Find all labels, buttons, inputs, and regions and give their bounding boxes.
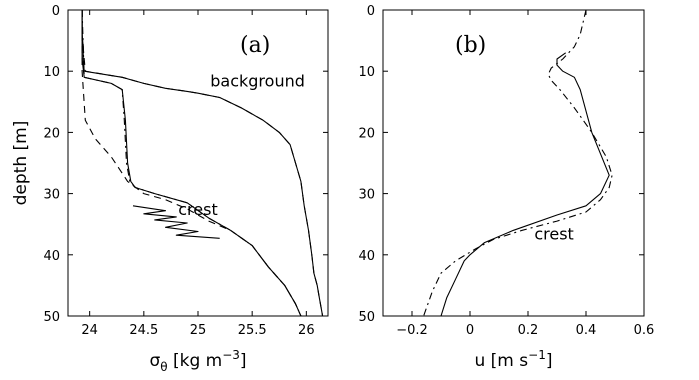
y-tick-label: 10	[358, 65, 375, 80]
annotation-label: background	[210, 72, 305, 91]
series-group	[423, 10, 613, 316]
panel-a: 24 24.5 25 25.5 26 0 10 20 30 40 50 (a) background cr…	[11, 4, 329, 374]
x-tick-label: 0.4	[576, 323, 597, 338]
y-tick-label: 20	[358, 126, 375, 141]
series-line-2	[81, 10, 324, 316]
series-group	[81, 10, 324, 316]
series-line-2	[423, 10, 613, 316]
x-tick-label: 0.6	[634, 323, 655, 338]
x-tick-label: 26	[298, 323, 315, 338]
x-tick-label: 25	[190, 323, 207, 338]
x-axis-label: σθ [kg m−3]	[149, 348, 246, 374]
y-tick-label: 0	[367, 4, 375, 19]
y-tick-label: 40	[43, 249, 60, 264]
x-tick-label: 0	[466, 323, 474, 338]
series-line-5	[81, 10, 302, 316]
y-tick-label: 50	[43, 310, 60, 325]
annotation-label: crest	[534, 225, 573, 244]
x-tick-label: 24.5	[129, 323, 158, 338]
y-tick-label: 30	[358, 188, 375, 203]
x-tick-label: 24	[81, 323, 98, 338]
y-tick-label: 10	[43, 65, 60, 80]
panel-b: −0.2 0 0.2 0.4 0.6 0 10 20 30 40 50 (b) crest u [m s−…	[358, 4, 654, 371]
x-tick-label: −0.2	[396, 323, 428, 338]
axes-frame	[382, 9, 645, 317]
y-tick-label: 20	[43, 126, 60, 141]
series-line-1	[81, 10, 324, 316]
series-line-6	[132, 205, 220, 239]
x-tick-label: 0.2	[518, 323, 539, 338]
series-line-1	[440, 52, 610, 316]
y-tick-label: 40	[358, 249, 375, 264]
y-tick-label: 0	[52, 4, 60, 19]
y-tick-label: 50	[358, 310, 375, 325]
axes-frame	[67, 9, 329, 317]
panel-label: (a)	[240, 33, 270, 58]
y-tick-label: 30	[43, 188, 60, 203]
x-axis-label: u [m s−1]	[475, 348, 553, 371]
y-axis-label: depth [m]	[11, 121, 31, 206]
panel-label: (b)	[455, 33, 486, 58]
annotation-label: crest	[178, 200, 217, 219]
x-tick-label: 25.5	[238, 323, 267, 338]
